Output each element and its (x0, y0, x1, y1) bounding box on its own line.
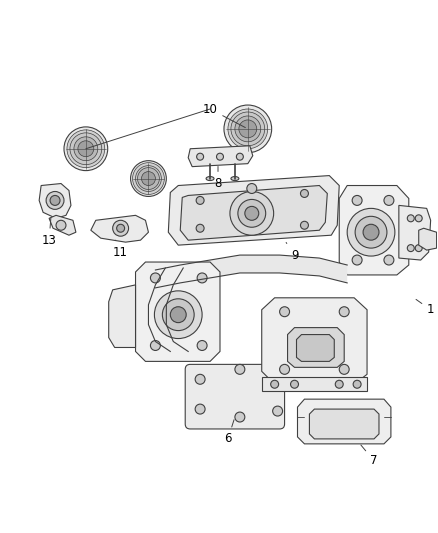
Circle shape (133, 163, 164, 195)
Circle shape (113, 220, 129, 236)
Circle shape (64, 127, 108, 171)
Circle shape (339, 307, 349, 317)
Circle shape (150, 341, 160, 351)
Circle shape (290, 380, 298, 388)
Text: 13: 13 (42, 218, 57, 247)
Polygon shape (180, 185, 327, 240)
Circle shape (56, 220, 66, 230)
Polygon shape (188, 146, 253, 167)
Polygon shape (49, 215, 76, 235)
Circle shape (150, 273, 160, 283)
Circle shape (197, 273, 207, 283)
Circle shape (300, 221, 308, 229)
Polygon shape (309, 409, 379, 439)
Circle shape (245, 206, 259, 220)
Circle shape (135, 166, 161, 191)
Circle shape (300, 190, 308, 197)
Circle shape (407, 245, 414, 252)
Polygon shape (419, 228, 437, 250)
Ellipse shape (206, 176, 214, 181)
Circle shape (50, 196, 60, 205)
Circle shape (231, 112, 265, 146)
Circle shape (138, 168, 159, 190)
Circle shape (67, 130, 105, 168)
Polygon shape (148, 268, 188, 351)
Circle shape (238, 199, 266, 227)
Circle shape (363, 224, 379, 240)
Circle shape (195, 374, 205, 384)
Circle shape (235, 116, 261, 142)
Circle shape (407, 215, 414, 222)
Circle shape (170, 307, 186, 322)
Polygon shape (155, 255, 347, 288)
Polygon shape (339, 185, 409, 275)
Circle shape (46, 191, 64, 209)
Circle shape (155, 291, 202, 338)
Circle shape (247, 183, 257, 193)
Circle shape (117, 224, 124, 232)
Circle shape (279, 365, 290, 374)
Text: 8: 8 (214, 166, 222, 190)
FancyBboxPatch shape (185, 365, 285, 429)
Circle shape (162, 299, 194, 330)
Circle shape (355, 216, 387, 248)
Circle shape (237, 153, 244, 160)
Text: 10: 10 (203, 102, 245, 127)
Polygon shape (91, 215, 148, 242)
Text: 6: 6 (224, 419, 234, 446)
Ellipse shape (231, 176, 239, 181)
Circle shape (70, 133, 102, 165)
Circle shape (279, 307, 290, 317)
Circle shape (216, 153, 223, 160)
Polygon shape (288, 328, 344, 367)
Circle shape (339, 365, 349, 374)
Circle shape (273, 369, 283, 379)
Text: 9: 9 (286, 243, 298, 262)
Polygon shape (399, 205, 431, 260)
Polygon shape (262, 377, 367, 391)
Polygon shape (109, 285, 135, 348)
Circle shape (74, 137, 98, 160)
Circle shape (141, 172, 155, 185)
Circle shape (197, 341, 207, 351)
Text: 7: 7 (361, 445, 378, 467)
Circle shape (196, 197, 204, 204)
Circle shape (415, 245, 422, 252)
Text: 1: 1 (416, 300, 434, 316)
Circle shape (228, 109, 268, 149)
Circle shape (197, 153, 204, 160)
Circle shape (195, 404, 205, 414)
Circle shape (78, 141, 94, 157)
Circle shape (335, 380, 343, 388)
Polygon shape (135, 262, 220, 361)
Polygon shape (168, 175, 339, 245)
Polygon shape (262, 298, 367, 384)
Circle shape (230, 191, 274, 235)
Polygon shape (297, 335, 334, 361)
Circle shape (353, 380, 361, 388)
Circle shape (239, 120, 257, 138)
Circle shape (352, 255, 362, 265)
Circle shape (271, 380, 279, 388)
Circle shape (224, 105, 272, 153)
Circle shape (273, 406, 283, 416)
Circle shape (384, 196, 394, 205)
Text: 11: 11 (113, 240, 128, 259)
Circle shape (384, 255, 394, 265)
Circle shape (352, 196, 362, 205)
Circle shape (131, 160, 166, 197)
Circle shape (347, 208, 395, 256)
Circle shape (235, 412, 245, 422)
Circle shape (235, 365, 245, 374)
Circle shape (415, 215, 422, 222)
Circle shape (196, 224, 204, 232)
Polygon shape (297, 399, 391, 444)
Polygon shape (39, 183, 71, 219)
